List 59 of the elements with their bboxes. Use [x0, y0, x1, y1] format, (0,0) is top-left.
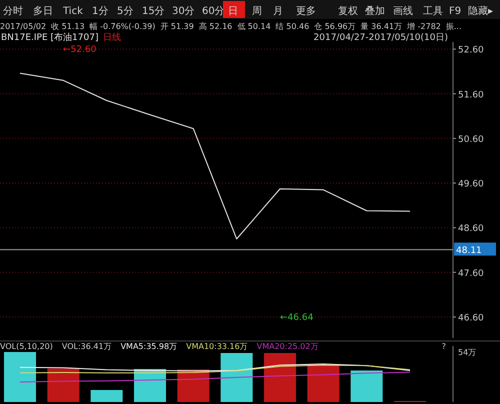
text: 增 -2782: [406, 22, 441, 31]
text: VMA20:25.02万: [256, 342, 318, 351]
annotation: 2017/04/27-2017/05/10(10日): [314, 33, 448, 43]
annotation: ←46.64: [280, 313, 314, 323]
chart-title: VOL(5,10,20): [0, 342, 53, 351]
text: 月: [273, 6, 283, 17]
text: 更多: [296, 5, 316, 17]
text: 复权: [338, 5, 358, 17]
text: 结 50.46: [276, 22, 310, 31]
y-tick-label: 47.60: [458, 268, 484, 279]
chart-title: BN17E.IPE [布油1707]: [1, 32, 98, 43]
y-tick-label: 51.60: [458, 90, 484, 100]
text: 54万: [458, 348, 476, 357]
text: 多日: [33, 5, 53, 17]
bar: [307, 364, 340, 402]
text: Tick: [62, 6, 84, 17]
text: 2017/05/02: [0, 22, 46, 31]
text: 隐藏▸: [468, 5, 494, 17]
y-tick-label: 52.60: [458, 46, 484, 56]
bar: [47, 368, 80, 402]
text: 收 51.13: [51, 22, 85, 31]
text: 5分: [117, 5, 134, 17]
text: 周: [252, 6, 262, 17]
text: 日: [228, 6, 238, 17]
ref-line-label: 48.11: [456, 246, 482, 256]
text: 工具: [423, 6, 443, 17]
bar: [134, 369, 166, 402]
text: 1分: [92, 5, 108, 17]
text: 幅 -0.76%(-0.39): [90, 22, 156, 31]
text: 高 52.16: [198, 22, 232, 31]
text: 量 36.41万: [360, 22, 402, 31]
y-tick-label: 49.60: [458, 180, 484, 190]
annotation: ←52.60: [63, 45, 97, 55]
text: ?: [442, 342, 446, 351]
bar: [220, 353, 253, 402]
text: 仓 56.96万: [314, 22, 356, 31]
text: 开 51.39: [160, 22, 194, 31]
text: VMA10:33.16万: [186, 342, 248, 351]
text: 叠加: [365, 5, 385, 17]
text: 15分: [142, 5, 165, 17]
bar: [90, 390, 123, 402]
text: VMA5:35.98万: [120, 342, 178, 351]
text: 60分: [202, 5, 225, 17]
bar: [177, 370, 210, 402]
chart-subtitle: 日线: [103, 32, 121, 43]
y-tick-label: 48.60: [458, 224, 484, 234]
text: 30分: [172, 5, 195, 17]
y-tick-label: 50.60: [458, 134, 484, 145]
text: 分时: [3, 5, 23, 17]
text: F9: [449, 6, 462, 17]
line-series: [20, 72, 410, 240]
text: 振...: [446, 22, 462, 31]
bar: [350, 370, 383, 402]
bar: [4, 352, 36, 402]
y-tick-label: 46.60: [458, 314, 484, 324]
bar: [264, 353, 296, 402]
text: VOL:36.41万: [62, 342, 112, 351]
text: 低 50.14: [237, 22, 271, 31]
text: 画线: [393, 5, 413, 17]
